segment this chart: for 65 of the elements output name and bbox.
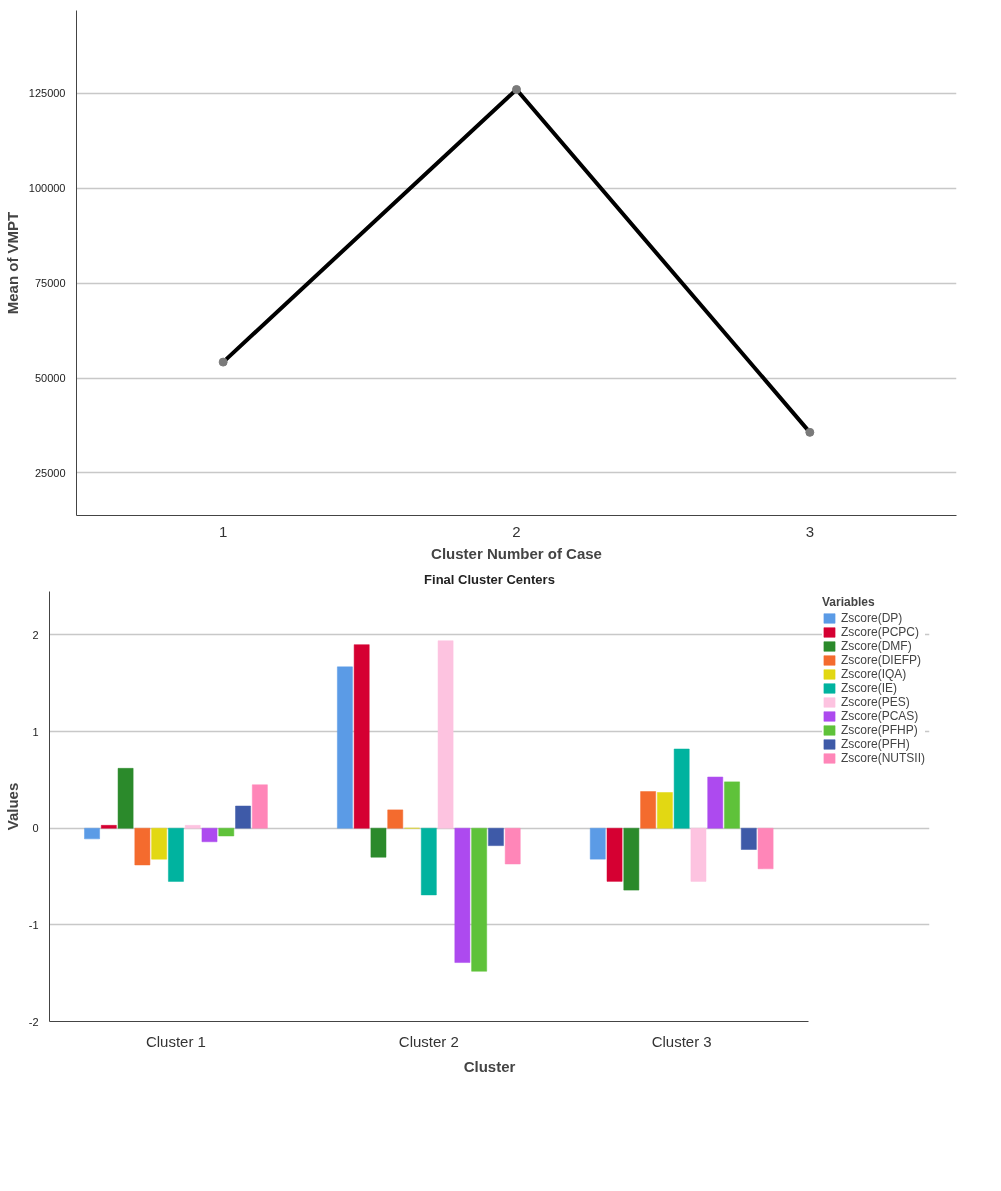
y-tick-label: 1 [32, 725, 39, 738]
bar [741, 827, 757, 850]
legend-title: Variables [822, 595, 876, 609]
y-tick-label: 50000 [34, 372, 66, 385]
y-tick-label: 25000 [34, 466, 66, 479]
legend-label: Zscore(PFH) [841, 737, 910, 751]
bar [589, 827, 606, 860]
y-tick-label: 0 [32, 822, 39, 835]
legend-label: Zscore(IQA) [841, 667, 907, 681]
bar [673, 748, 690, 829]
bar [235, 805, 251, 829]
bar [252, 784, 268, 829]
bar [437, 640, 454, 829]
x-axis-title: Cluster [463, 1057, 516, 1075]
bar [657, 792, 673, 829]
bar [690, 827, 707, 882]
y-tick-label: 100000 [28, 182, 66, 195]
bar [707, 776, 724, 829]
x-tick-label: Cluster 2 [398, 1032, 459, 1050]
x-axis-title: Cluster Number of Case [431, 544, 602, 562]
x-tick-label: Cluster 1 [145, 1032, 206, 1050]
y-tick-label: -1 [28, 918, 39, 931]
bar [134, 827, 151, 866]
x-tick-label: Cluster 3 [651, 1032, 712, 1050]
legend-label: Zscore(DIEFP) [841, 653, 922, 667]
bar [606, 827, 623, 882]
bar [218, 827, 235, 837]
chart-title: Final Cluster Centers [424, 571, 555, 587]
bar [757, 827, 774, 870]
legend-label: Zscore(PFHP) [841, 723, 918, 737]
bar [724, 781, 740, 829]
legend-label: Zscore(NUTSII) [841, 751, 925, 765]
bar [640, 791, 656, 829]
bar [184, 825, 201, 829]
legend-label: Zscore(PCPC) [841, 625, 920, 639]
bar [623, 827, 640, 891]
bar [101, 825, 117, 829]
bar [168, 827, 184, 882]
bar [504, 827, 521, 865]
legend-label: Zscore(DMF) [841, 639, 912, 653]
bar [84, 827, 100, 840]
y-tick-label: -2 [28, 1015, 39, 1028]
y-tick-label: 2 [32, 628, 39, 641]
bar [353, 644, 370, 829]
bar [337, 666, 353, 829]
x-tick-label: 1 [219, 522, 228, 540]
bar [151, 827, 167, 860]
legend-label: Zscore(PES) [841, 695, 910, 709]
y-tick-label: 125000 [28, 87, 66, 100]
legend-label: Zscore(DP) [841, 611, 903, 625]
y-tick-label: 75000 [34, 277, 66, 290]
bar [454, 827, 471, 963]
bar [201, 827, 218, 843]
bar [387, 809, 404, 829]
y-axis-title: Mean of VMPT [3, 211, 21, 315]
x-tick-label: 2 [512, 522, 521, 540]
x-tick-label: 3 [805, 522, 815, 540]
bar [471, 827, 487, 972]
legend-label: Zscore(PCAS) [841, 709, 919, 723]
y-axis-title: Values [3, 782, 21, 831]
bar [117, 768, 134, 829]
legend-label: Zscore(IE) [841, 681, 898, 695]
bar [488, 827, 504, 846]
bar [421, 827, 437, 896]
bar [370, 827, 387, 858]
